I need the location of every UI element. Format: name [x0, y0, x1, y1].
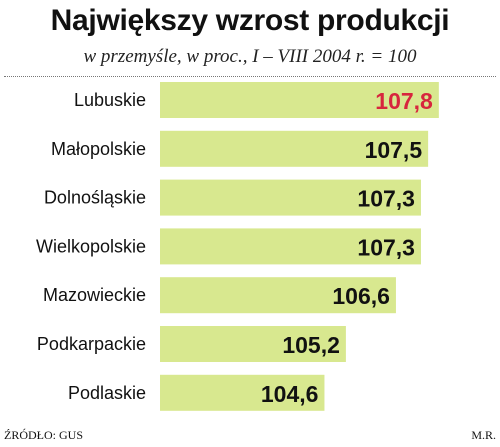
- bar: [160, 82, 439, 118]
- top-rule: [4, 76, 496, 77]
- category-label: Wielkopolskie: [36, 236, 146, 256]
- category-label: Dolnośląskie: [44, 188, 146, 208]
- value-label: 107,5: [365, 137, 423, 163]
- author-credit: M.R.: [471, 428, 496, 442]
- value-label: 104,6: [261, 381, 319, 407]
- category-label: Lubuskie: [74, 90, 146, 110]
- chart-subtitle: w przemyśle, w proc., I – VIII 2004 r. =…: [83, 46, 417, 67]
- bar: [160, 374, 325, 411]
- value-label: 106,6: [332, 283, 390, 309]
- chart-title: Największy wzrost produkcji: [50, 4, 450, 37]
- value-label: 105,2: [282, 332, 340, 358]
- category-label: Mazowieckie: [43, 285, 146, 305]
- bar: [160, 130, 429, 167]
- value-label: 107,3: [357, 234, 415, 260]
- category-label: Podlaskie: [68, 383, 146, 403]
- value-label: 107,8: [375, 88, 433, 114]
- bar: [160, 179, 421, 216]
- value-label: 107,3: [357, 186, 415, 212]
- bar: [160, 326, 346, 362]
- bar: [160, 228, 421, 265]
- bar: [160, 277, 396, 314]
- source-note: ŹRÓDŁO: GUS: [4, 428, 84, 442]
- category-label: Podkarpackie: [37, 334, 146, 354]
- category-label: Małopolskie: [51, 139, 146, 159]
